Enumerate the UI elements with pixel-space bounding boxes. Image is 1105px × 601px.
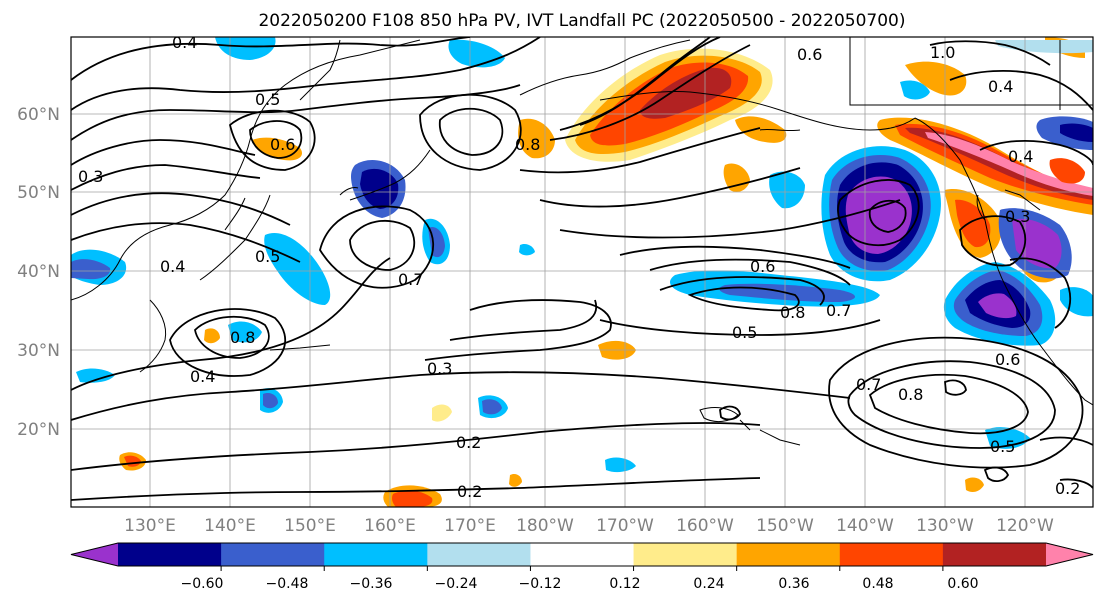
contour-label: 0.2	[457, 482, 482, 501]
lat-label-60n: 60°N	[17, 105, 60, 125]
lon-label: 160°W	[676, 516, 734, 536]
lon-label: 150°E	[284, 516, 336, 536]
contour-label: 0.3	[427, 359, 452, 378]
lon-label: 170°E	[444, 516, 496, 536]
colorbar-tick-label: 0.36	[778, 576, 809, 592]
contour-label: 0.4	[988, 77, 1013, 96]
lon-label: 120°W	[996, 516, 1054, 536]
contour-label: 0.7	[856, 375, 881, 394]
colorbar-tick-label: −0.48	[266, 576, 309, 592]
contour-label: 0.8	[515, 135, 540, 154]
colorbar-tick-label: 0.48	[862, 576, 893, 592]
contour-label: 0.6	[750, 257, 775, 276]
contour-label: 0.4	[172, 33, 197, 52]
contour-label: 0.6	[995, 350, 1020, 369]
contour-label: 0.4	[190, 367, 215, 386]
contour-label: 0.3	[1005, 207, 1030, 226]
colorbar-swatch	[427, 543, 531, 566]
colorbar-swatch	[530, 543, 635, 566]
colorbar: −0.60 −0.48 −0.36 −0.24 −0.12 0.12 0.24 …	[70, 542, 1094, 592]
colorbar-tick-label: 0.60	[947, 576, 978, 592]
lon-label: 150°W	[756, 516, 814, 536]
colorbar-extend-high	[1046, 543, 1093, 566]
contour-label: 0.3	[78, 167, 103, 186]
colorbar-swatch	[736, 543, 841, 566]
contour-label: 0.2	[1055, 479, 1080, 498]
lon-label: 130°E	[124, 516, 176, 536]
colorbar-swatch	[839, 543, 944, 566]
lat-label-30n: 30°N	[17, 341, 60, 361]
contour-label: 0.7	[398, 270, 423, 289]
map-frame	[70, 36, 1094, 508]
contour-label: 0.6	[797, 45, 822, 64]
lon-label: 140°W	[836, 516, 894, 536]
longitude-labels: 130°E 140°E 150°E 160°E 170°E 180°W 170°…	[124, 516, 1054, 536]
contour-label: 0.6	[270, 135, 295, 154]
contour-label: 0.8	[898, 385, 923, 404]
lat-label-50n: 50°N	[17, 183, 60, 203]
lon-label: 170°W	[596, 516, 654, 536]
contour-label: 0.5	[990, 437, 1015, 456]
pv-contours	[71, 37, 1093, 501]
lat-label-20n: 20°N	[17, 420, 60, 440]
colorbar-tick-label: −0.24	[435, 576, 478, 592]
lat-label-40n: 40°N	[17, 262, 60, 282]
colorbar-swatch	[221, 543, 325, 566]
colorbar-extend-low	[71, 543, 118, 566]
map-panel: 0.4 0.5 0.3 0.4 0.6 0.7 0.8 0.6 0.8 0.7 …	[71, 33, 1093, 507]
colorbar-tick-label: 0.24	[693, 576, 724, 592]
contour-label: 0.5	[255, 247, 280, 266]
coastlines	[71, 37, 1093, 446]
colorbar-swatches	[71, 543, 1093, 566]
contour-labels: 0.4 0.5 0.3 0.4 0.6 0.7 0.8 0.6 0.8 0.7 …	[78, 33, 1080, 501]
colorbar-outline	[70, 542, 1094, 567]
colorbar-swatch	[324, 543, 428, 566]
latitude-labels: 60°N 50°N 40°N 30°N 20°N	[17, 105, 60, 440]
contour-label: 0.4	[160, 257, 185, 276]
contour-label: 0.5	[732, 323, 757, 342]
colorbar-ticks	[220, 566, 944, 571]
map-title: 2022050200 F108 850 hPa PV, IVT Landfall…	[258, 11, 905, 31]
colorbar-swatch	[118, 543, 222, 566]
colorbar-tick-label: −0.12	[519, 576, 562, 592]
colorbar-tick-label: −0.36	[350, 576, 393, 592]
colorbar-tick-label: 0.12	[609, 576, 640, 592]
contour-label: 0.5	[255, 90, 280, 109]
lon-label: 180°W	[516, 516, 574, 536]
lon-label: 130°W	[916, 516, 974, 536]
colorbar-tick-label: −0.60	[181, 576, 224, 592]
negative-anomaly-shading	[71, 37, 1093, 473]
contour-label: 0.8	[780, 303, 805, 322]
contour-label: 1.0	[930, 43, 955, 62]
contour-label: 0.4	[1008, 147, 1033, 166]
lon-label: 160°E	[364, 516, 416, 536]
contour-label: 0.2	[456, 433, 481, 452]
lon-label: 140°E	[204, 516, 256, 536]
contour-label: 0.7	[826, 301, 851, 320]
colorbar-swatch	[633, 543, 738, 566]
colorbar-swatch	[942, 543, 1047, 566]
contour-label: 0.8	[230, 328, 255, 347]
